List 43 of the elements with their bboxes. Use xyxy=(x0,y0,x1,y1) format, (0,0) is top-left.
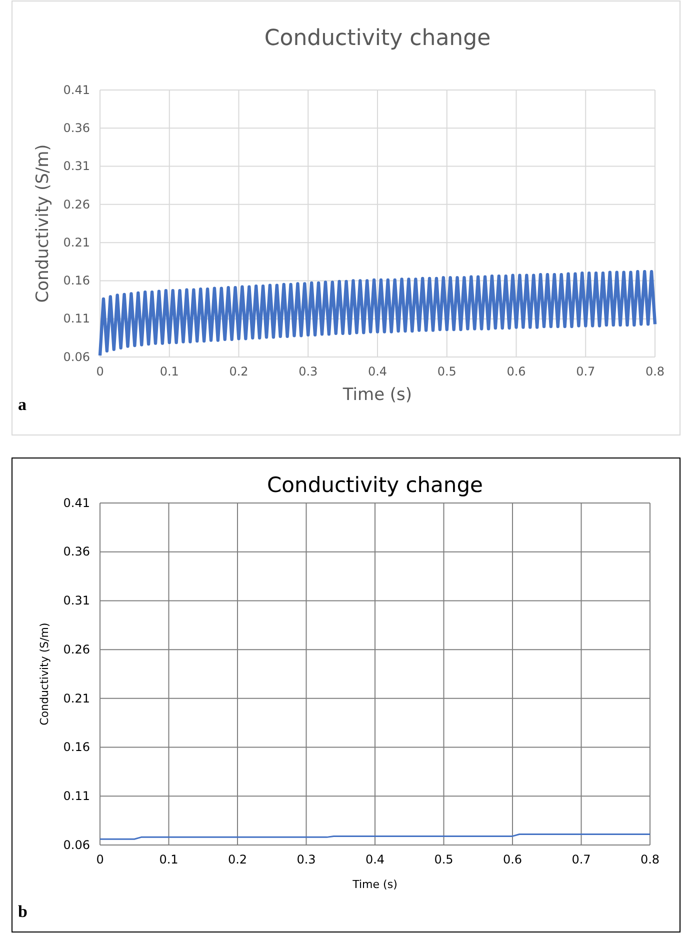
y-tick-label: 0.16 xyxy=(63,740,90,754)
y-tick-label: 0.06 xyxy=(63,350,90,364)
y-tick-label: 0.41 xyxy=(63,82,90,97)
x-tick-label: 0.2 xyxy=(228,852,248,867)
y-tick-label: 0.06 xyxy=(63,838,90,852)
y-tick-label: 0.16 xyxy=(63,274,90,288)
y-tick-label: 0.26 xyxy=(63,197,90,212)
x-tick-label: 0.1 xyxy=(159,852,178,867)
x-tick-label: 0.3 xyxy=(298,364,318,379)
x-tick-label: 0.5 xyxy=(437,364,456,379)
text: a xyxy=(18,395,27,414)
x-tick-label: 0.7 xyxy=(572,852,591,867)
x-tick-label: 0.7 xyxy=(576,364,596,379)
y-tick-label: 0.31 xyxy=(63,594,90,608)
x-tick-label: 0.6 xyxy=(502,852,522,867)
x-tick-label: 0.4 xyxy=(368,364,388,379)
x-tick-label: 0.8 xyxy=(640,852,660,867)
y-tick-label: 0.21 xyxy=(63,235,90,250)
y-tick-label: 0.36 xyxy=(63,544,90,559)
x-tick-label: 0.5 xyxy=(434,852,454,867)
y-axis-title: Conductivity (S/m) xyxy=(38,622,51,726)
y-tick-label: 0.26 xyxy=(63,642,90,656)
y-tick-label: 0.36 xyxy=(63,120,90,135)
x-tick-label: 0.4 xyxy=(365,852,385,867)
y-tick-label: 0.21 xyxy=(63,691,90,706)
x-tick-label: 0 xyxy=(96,852,104,867)
x-tick-label: 0.8 xyxy=(645,364,665,379)
y-tick-label: 0.11 xyxy=(63,312,90,326)
x-tick-label: 0.1 xyxy=(160,364,179,379)
x-tick-label: 0.3 xyxy=(296,852,316,867)
chart-title: Conductivity change xyxy=(264,26,491,51)
x-axis-title: Time (s) xyxy=(352,878,398,891)
x-axis-title: Time (s) xyxy=(342,385,412,405)
line-series xyxy=(98,270,657,358)
x-tick-label: 0.2 xyxy=(229,364,248,379)
chart-title: Conductivity change xyxy=(267,473,483,497)
y-tick-label: 0.41 xyxy=(63,496,90,510)
x-tick-label: 0.6 xyxy=(506,364,526,379)
text: b xyxy=(18,902,28,921)
x-tick-label: 0 xyxy=(96,364,104,379)
y-tick-label: 0.31 xyxy=(63,159,90,174)
y-axis-title: Conductivity (S/m) xyxy=(33,144,53,303)
y-tick-label: 0.11 xyxy=(63,788,90,803)
